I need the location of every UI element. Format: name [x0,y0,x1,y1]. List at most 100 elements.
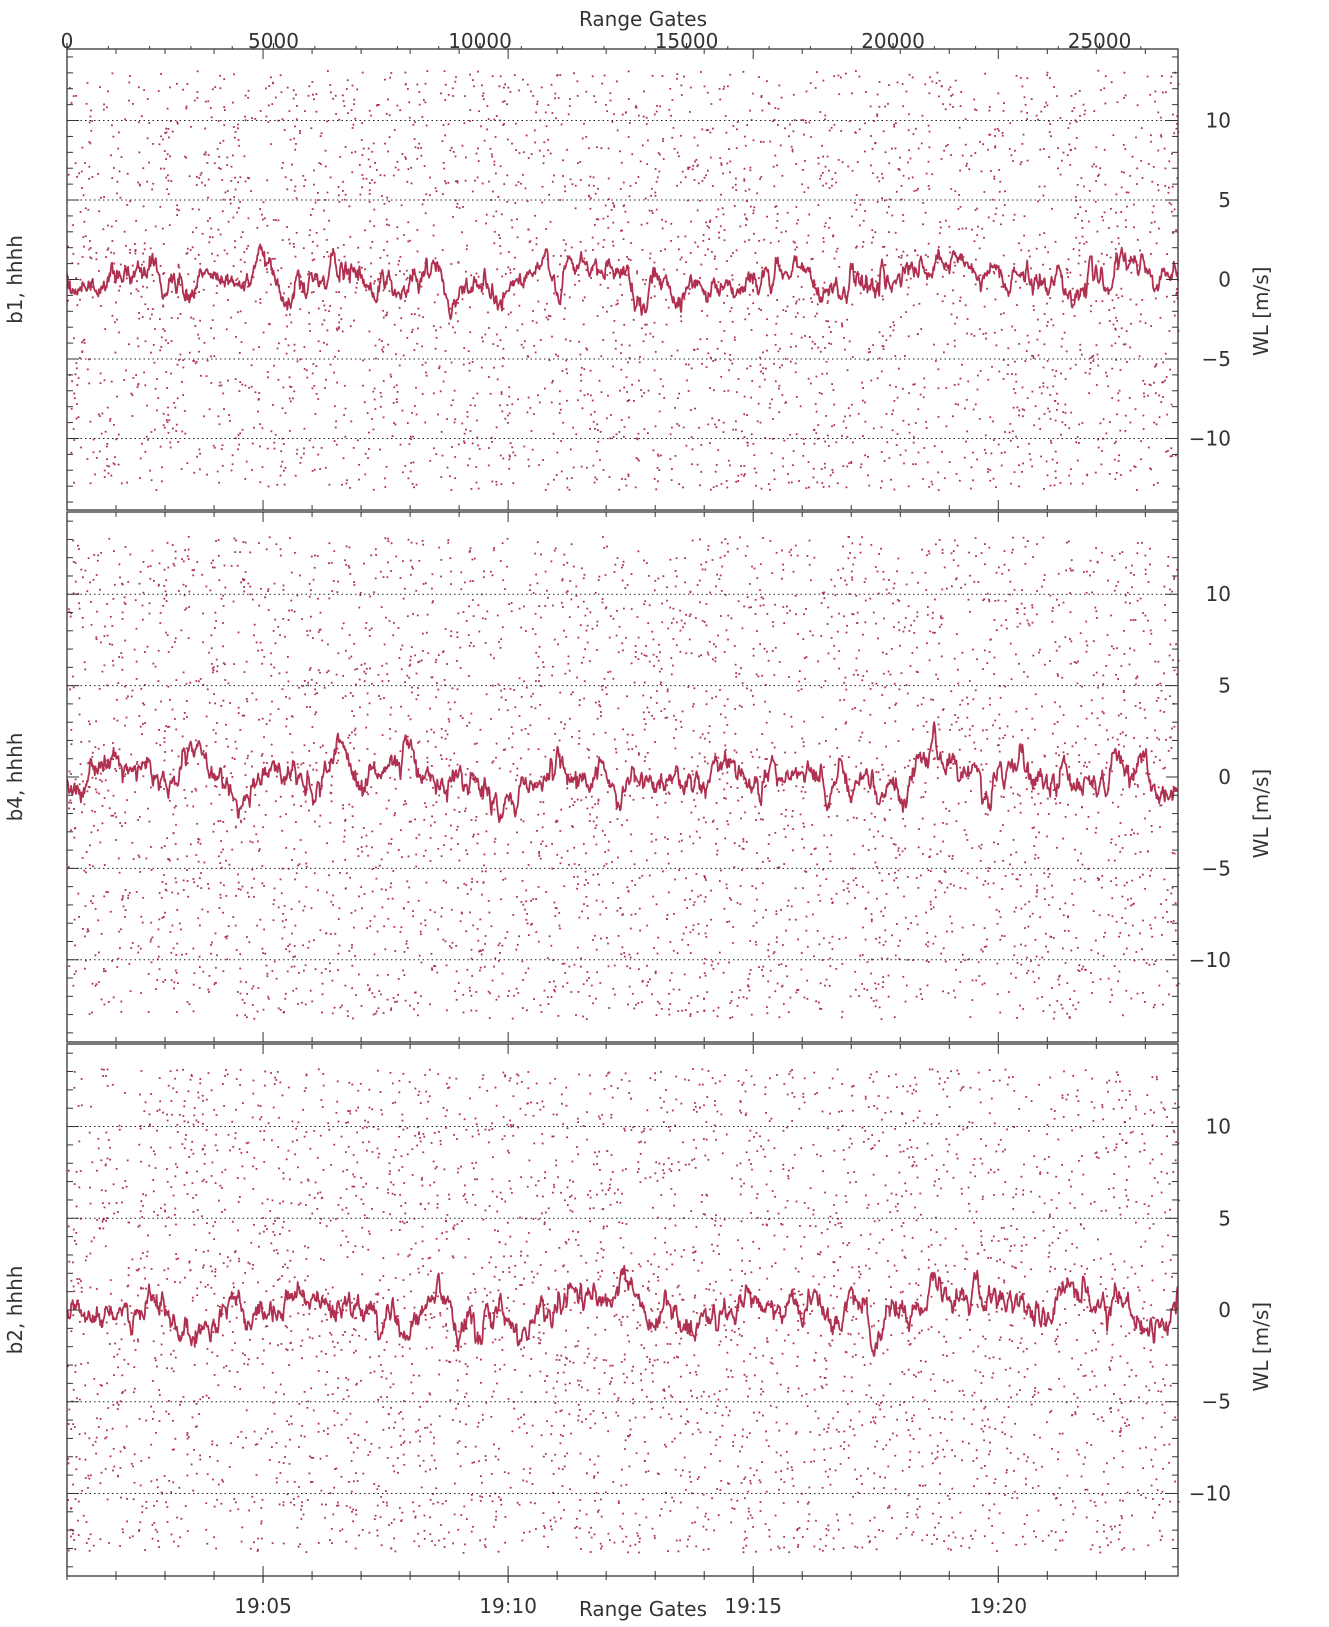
data-point [743,473,746,475]
data-point [615,303,618,306]
data-point [774,333,777,336]
data-point [1023,409,1026,412]
data-point [746,414,748,416]
data-point [312,93,314,96]
data-point [315,231,318,234]
data-point [67,173,70,176]
data-point [187,273,190,276]
data-point [344,984,347,987]
data-point [450,635,452,637]
data-point [755,484,757,487]
data-point [554,92,557,95]
data-point [562,239,565,241]
data-point [1136,489,1138,491]
data-point [1112,323,1115,326]
data-point [884,686,887,689]
data-point [1111,299,1114,302]
data-point [759,363,762,366]
data-point [930,480,933,483]
data-point [373,225,376,228]
data-point [175,430,178,432]
data-point [414,405,416,407]
data-point [1144,554,1147,557]
data-point [1171,185,1174,188]
data-point [1032,305,1035,307]
data-point [768,103,771,105]
data-point [390,542,393,545]
data-point [1118,242,1120,245]
data-point [1102,418,1105,421]
data-point [392,174,395,177]
data-point [573,846,576,849]
data-point [475,466,478,468]
data-point [281,167,283,169]
data-point [604,204,607,207]
data-point [832,389,835,391]
data-point [701,180,704,182]
data-point [436,971,439,974]
data-point [214,702,216,705]
data-point [354,668,357,671]
data-point [701,128,704,131]
data-point [424,924,427,927]
data-point [303,368,306,370]
data-point [676,423,679,425]
data-point [526,83,529,86]
data-point [167,174,169,177]
data-point [196,97,199,99]
data-point [314,820,316,823]
data-point [246,247,248,250]
data-point [185,105,188,108]
data-point [1026,112,1028,114]
data-point [989,703,991,706]
data-point [746,984,749,987]
data-point [746,444,749,447]
data-point [878,81,881,83]
data-point [877,983,880,986]
data-point [149,247,152,250]
data-point [1170,920,1173,923]
data-point [71,380,73,383]
data-point [391,435,394,437]
data-point [1116,319,1119,322]
data-point [385,807,388,810]
data-point [299,130,301,132]
data-point [210,227,213,230]
data-point [686,379,688,382]
data-point [136,337,139,340]
data-point [447,123,450,126]
data-point [1067,127,1070,129]
data-point [769,969,772,972]
data-point [539,857,542,860]
data-point [219,87,222,90]
data-point [689,931,692,934]
data-point [91,902,94,905]
data-point [472,397,475,400]
data-point [417,661,419,664]
data-point [707,352,710,355]
data-point [1015,653,1017,656]
data-point [344,296,347,298]
data-point [734,183,737,186]
data-point [331,775,333,778]
data-point [283,129,286,131]
data-point [608,1007,611,1009]
data-point [738,704,741,707]
data-point [303,427,306,430]
data-point [183,410,186,412]
data-point [701,620,704,622]
data-point [286,325,288,328]
data-point [70,451,73,454]
data-point [1113,307,1116,309]
data-point [254,118,257,120]
data-point [1151,211,1154,214]
data-point [316,244,319,247]
data-point [607,965,610,968]
data-point [241,383,244,386]
data-point [741,430,743,433]
data-point [927,185,930,187]
data-point [884,722,886,724]
data-point [1092,640,1095,643]
data-point [621,294,623,296]
data-point [547,138,550,141]
